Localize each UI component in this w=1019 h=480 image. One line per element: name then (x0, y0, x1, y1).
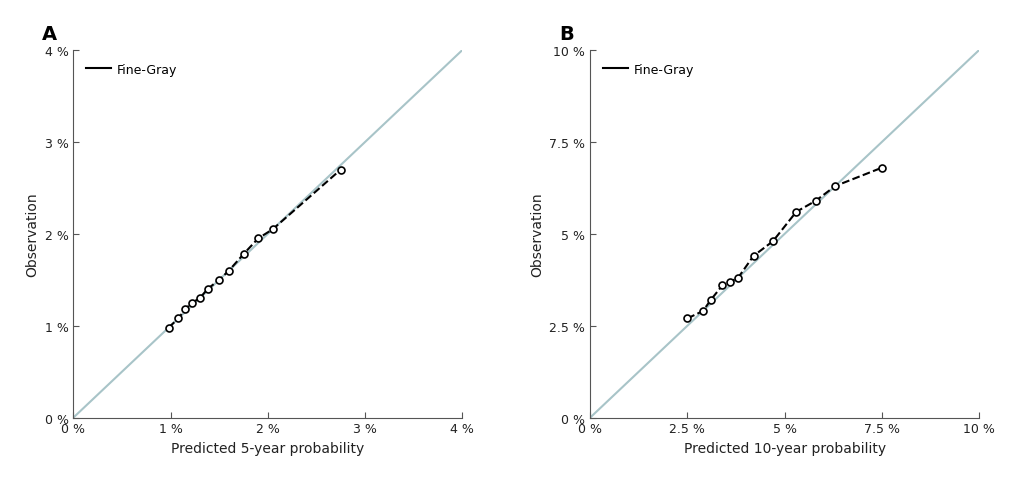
Y-axis label: Observation: Observation (25, 192, 39, 276)
Legend: Fine-Gray: Fine-Gray (596, 57, 700, 83)
Y-axis label: Observation: Observation (529, 192, 543, 276)
Text: A: A (42, 25, 57, 44)
Legend: Fine-Gray: Fine-Gray (79, 57, 183, 83)
Text: B: B (558, 25, 574, 44)
X-axis label: Predicted 10-year probability: Predicted 10-year probability (683, 441, 884, 455)
X-axis label: Predicted 5-year probability: Predicted 5-year probability (171, 441, 364, 455)
